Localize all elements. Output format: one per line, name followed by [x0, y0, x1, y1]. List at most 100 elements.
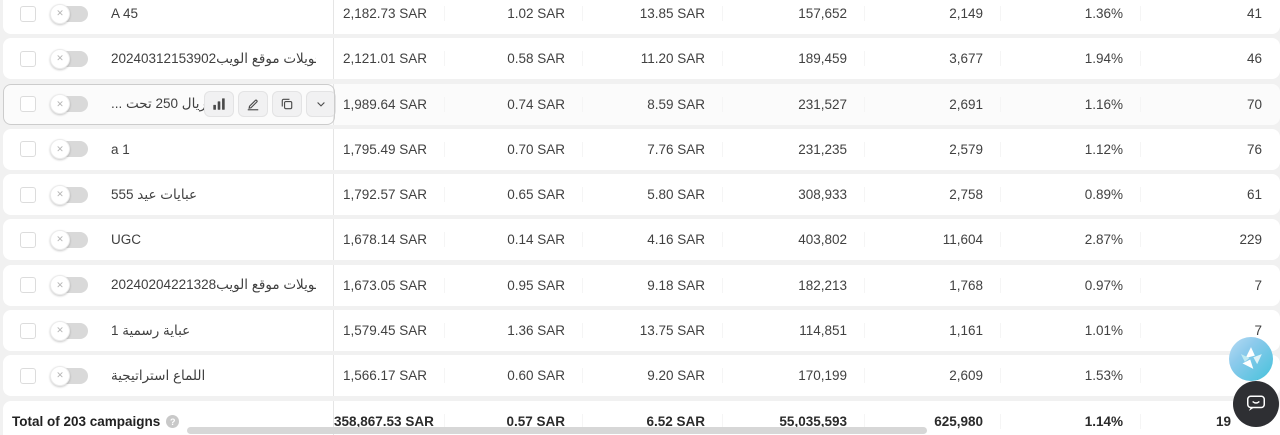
cell-cpm: 11.20 SAR [583, 51, 723, 67]
campaign-name[interactable]: اللماع استراتيجية [111, 367, 206, 383]
cell-impressions: 189,459 [723, 51, 865, 67]
total-cpc: 0.57 SAR [445, 414, 583, 430]
cell-cpm: 4.16 SAR [583, 232, 723, 248]
row-checkbox[interactable] [20, 96, 36, 113]
copy-icon [280, 97, 294, 111]
campaign-name-cell: ✕ UGC [3, 219, 334, 261]
campaign-name[interactable]: ... تحت‎ 250 ‎ريال [111, 96, 206, 112]
cell-clicks: 2,691 [865, 96, 1001, 112]
cell-cpc: 0.65 SAR [445, 187, 583, 203]
cell-conversions: 229 [1239, 232, 1262, 248]
table-row: ✕ اللماع استراتيجية [3, 355, 1280, 397]
toggle-knob-off-icon: ✕ [50, 320, 70, 341]
cell-cpc: 0.95 SAR [445, 277, 583, 293]
row-checkbox[interactable] [20, 186, 36, 203]
cell-cpm: 13.85 SAR [583, 6, 723, 21]
campaign-name[interactable]: A 45 [111, 6, 139, 21]
view-data-button[interactable] [204, 91, 234, 118]
campaign-name-cell: ✕ عبايات عيد 555 [3, 174, 334, 216]
cell-ctr: 0.89% [1001, 187, 1141, 203]
pencil-icon [246, 97, 260, 111]
cell-cpc: 1.36 SAR [445, 323, 583, 339]
total-clicks: 625,980 [865, 414, 1001, 430]
cell-cpm: 8.59 SAR [583, 96, 723, 112]
row-checkbox[interactable] [20, 277, 36, 294]
campaign-rows: ✕ A 45 [3, 0, 1280, 397]
table-row: ✕ UGC [3, 219, 1280, 261]
toggle-knob-off-icon: ✕ [50, 275, 70, 296]
campaign-name[interactable]: تحويلات موقع الويب20240312153902 [111, 50, 316, 66]
cell-impressions: 170,199 [723, 368, 865, 384]
cell-impressions: 182,213 [723, 277, 865, 293]
cell-cpc: 0.14 SAR [445, 232, 583, 248]
cell-cpm: 13.75 SAR [583, 323, 723, 339]
toggle-knob-off-icon: ✕ [50, 48, 70, 69]
campaign-status-toggle[interactable]: ✕ [50, 48, 88, 69]
row-checkbox[interactable] [20, 5, 36, 22]
horizontal-scrollbar-thumb[interactable] [187, 427, 927, 434]
campaign-status-toggle[interactable]: ✕ [50, 3, 88, 24]
campaign-name[interactable]: تحويلات موقع الويب20240204221328 [111, 277, 316, 293]
cell-cost: 1,566.17 SAR [334, 368, 445, 384]
cell-conversions: 61 [1246, 187, 1262, 203]
campaign-name[interactable]: عبايات عيد 555 [111, 186, 198, 202]
table-total-row: Total of 203 campaigns ? 358,867.53 SAR … [3, 400, 1280, 435]
table-row: ✕ عباية رسمية 1 [3, 310, 1280, 352]
total-campaigns-label: Total of 203 campaigns [12, 414, 161, 430]
toggle-knob-off-icon: ✕ [50, 94, 70, 115]
cell-clicks: 1,161 [865, 323, 1001, 339]
cell-conversions: 7 [1254, 323, 1262, 339]
cell-conversions: 76 [1246, 141, 1262, 157]
cell-ctr: 1.53% [1001, 368, 1141, 384]
campaign-status-toggle[interactable]: ✕ [50, 365, 88, 386]
campaign-name[interactable]: UGC [111, 232, 141, 248]
campaign-name-cell: ✕ A 45 [3, 0, 334, 34]
help-icon[interactable]: ? [166, 415, 180, 429]
cell-cost: 1,673.05 SAR [334, 277, 445, 293]
cell-cpc: 0.70 SAR [445, 141, 583, 157]
cell-conversions: 41 [1246, 6, 1262, 21]
chat-support-button[interactable] [1233, 381, 1279, 427]
campaign-status-toggle[interactable]: ✕ [50, 139, 88, 160]
row-checkbox[interactable] [20, 50, 36, 67]
cell-cpc: 0.58 SAR [445, 51, 583, 67]
toggle-knob-off-icon: ✕ [50, 3, 70, 24]
toggle-knob-off-icon: ✕ [50, 184, 70, 205]
chevron-down-icon [315, 98, 327, 110]
ai-sparkle-icon [1234, 341, 1268, 378]
cell-cpm: 9.20 SAR [583, 368, 723, 384]
total-cost: 358,867.53 SAR [334, 414, 445, 430]
cell-ctr: 1.01% [1001, 323, 1141, 339]
campaign-name[interactable]: a 1 [111, 141, 130, 157]
bar-chart-icon [212, 97, 226, 111]
row-checkbox[interactable] [20, 367, 36, 384]
row-checkbox[interactable] [20, 322, 36, 339]
campaign-name-cell: ✕ تحويلات موقع الويب20240312153902 [3, 38, 334, 80]
campaign-status-toggle[interactable]: ✕ [50, 275, 88, 296]
campaign-status-toggle[interactable]: ✕ [50, 229, 88, 250]
toggle-knob-off-icon: ✕ [50, 139, 70, 160]
table-row: ✕ A 45 [3, 0, 1280, 34]
more-button[interactable] [306, 91, 336, 118]
cell-impressions: 403,802 [723, 232, 865, 248]
copy-button[interactable] [272, 91, 302, 118]
cell-impressions: 231,235 [723, 141, 865, 157]
edit-button[interactable] [238, 91, 268, 118]
campaign-status-toggle[interactable]: ✕ [50, 320, 88, 341]
campaign-name-cell: ✕ تحويلات موقع الويب20240204221328 [3, 264, 334, 306]
row-checkbox[interactable] [20, 231, 36, 248]
campaign-name-cell: ✕ ... تحت‎ 250 ‎ريال [3, 83, 336, 125]
campaign-status-toggle[interactable]: ✕ [50, 94, 88, 115]
campaign-name-cell: ✕ اللماع استراتيجية [3, 355, 334, 397]
table-row: ✕ تحويلات موقع الويب20240204221328 [3, 264, 1280, 306]
total-label-cell: Total of 203 campaigns ? [3, 400, 334, 435]
row-checkbox[interactable] [20, 141, 36, 158]
cell-cost: 1,989.64 SAR [334, 96, 445, 112]
cell-cost: 1,792.57 SAR [334, 187, 445, 203]
ai-assistant-button[interactable] [1229, 337, 1273, 381]
cell-conversions: 7 [1254, 277, 1262, 293]
toggle-knob-off-icon: ✕ [50, 229, 70, 250]
campaign-status-toggle[interactable]: ✕ [50, 184, 88, 205]
campaign-name[interactable]: عباية رسمية 1 [111, 322, 191, 338]
cell-ctr: 1.12% [1001, 141, 1141, 157]
